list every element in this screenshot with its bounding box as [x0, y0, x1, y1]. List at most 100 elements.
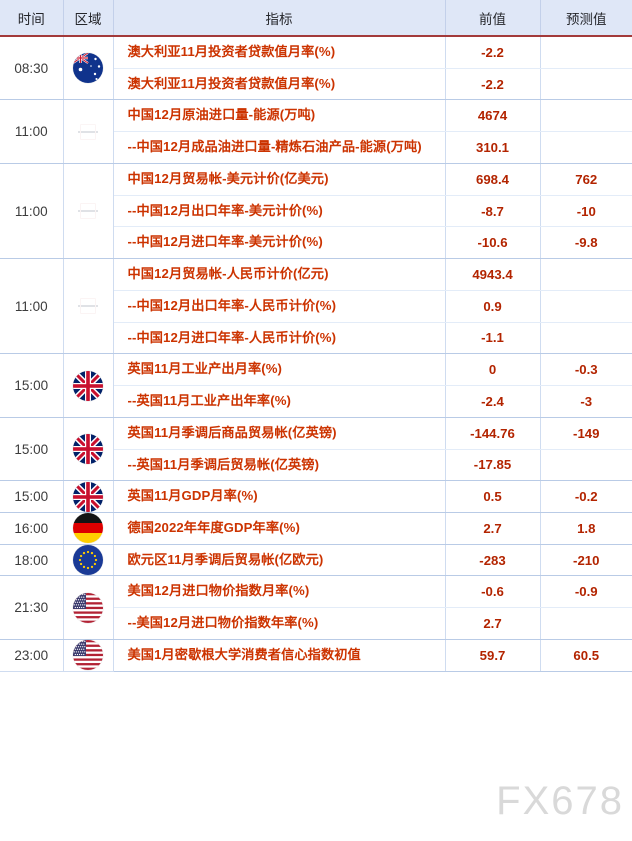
indicator-name[interactable]: 澳大利亚11月投资者贷款值月率(%): [113, 36, 446, 69]
indicator-name[interactable]: 美国12月进口物价指数月率(%): [113, 575, 446, 609]
forecast-value: 762: [540, 163, 632, 196]
column-header-indicator[interactable]: 指标: [113, 0, 446, 37]
table-row[interactable]: 11:00 中国12月贸易帐-人民币计价(亿元) 4943.4: [0, 258, 632, 355]
table-row[interactable]: --英国11月工业产出年率(%) -2.4 -3: [0, 385, 632, 418]
forecast-value: -9.8: [540, 226, 632, 260]
forecast-value: [540, 131, 632, 164]
forecast-value: [540, 449, 632, 482]
table-row[interactable]: 澳大利亚11月投资者贷款值月率(%) -2.2: [0, 68, 632, 101]
previous-value: -0.6: [445, 575, 541, 609]
table-row[interactable]: 16:00 德国2022年年度GDP年率(%) 2.7 1.8: [0, 512, 632, 545]
table-row[interactable]: 15:00 英国11月季调后商品贸易帐(亿英镑) -144.76 -149: [0, 417, 632, 482]
forecast-value: [540, 99, 632, 133]
table-row[interactable]: --中国12月出口年率-美元计价(%) -8.7 -10: [0, 195, 632, 228]
forecast-value: -0.3: [540, 353, 632, 387]
column-header-time[interactable]: 时间: [0, 0, 64, 37]
forecast-value: 60.5: [540, 639, 632, 672]
previous-value: -1.1: [445, 322, 541, 355]
region-flag-cell: [63, 575, 114, 640]
indicator-name[interactable]: 德国2022年年度GDP年率(%): [113, 512, 446, 545]
previous-value: 2.7: [445, 512, 541, 545]
event-time: 15:00: [0, 480, 64, 514]
broken-image-icon: [75, 295, 101, 317]
table-row[interactable]: --中国12月出口年率-人民币计价(%) 0.9: [0, 290, 632, 323]
table-row[interactable]: --美国12月进口物价指数年率(%) 2.7: [0, 607, 632, 640]
forecast-value: [540, 290, 632, 323]
indicator-name[interactable]: --中国12月出口年率-美元计价(%): [113, 195, 446, 228]
event-time: 15:00: [0, 353, 64, 418]
table-row[interactable]: 11:00 中国12月贸易帐-美元计价(亿美元) 698.4 762: [0, 163, 632, 260]
previous-value: -2.4: [445, 385, 541, 418]
region-flag-cell: [63, 480, 114, 514]
forecast-value: [540, 36, 632, 69]
previous-value: 310.1: [445, 131, 541, 164]
indicator-name[interactable]: 英国11月GDP月率(%): [113, 480, 446, 514]
column-header-forecast[interactable]: 预测值: [540, 0, 632, 37]
previous-value: -8.7: [445, 195, 541, 228]
indicator-name[interactable]: 中国12月贸易帐-人民币计价(亿元): [113, 258, 446, 291]
event-time: 11:00: [0, 99, 64, 164]
table-row[interactable]: 15:00 英国11月GDP月率(%) 0.5 -0.2: [0, 480, 632, 514]
forecast-value: -0.2: [540, 480, 632, 514]
event-time: 11:00: [0, 163, 64, 260]
table-row[interactable]: --中国12月进口年率-人民币计价(%) -1.1: [0, 322, 632, 355]
indicator-name[interactable]: --中国12月进口年率-人民币计价(%): [113, 322, 446, 355]
column-header-region[interactable]: 区域: [63, 0, 114, 37]
indicator-name[interactable]: 澳大利亚11月投资者贷款值月率(%): [113, 68, 446, 101]
previous-value: 4674: [445, 99, 541, 133]
forecast-value: 1.8: [540, 512, 632, 545]
event-time: 21:30: [0, 575, 64, 640]
indicator-name[interactable]: --英国11月工业产出年率(%): [113, 385, 446, 418]
table-row[interactable]: 15:00 英国11月工业产出月率(%) 0 -0.3: [0, 353, 632, 418]
uk-flag-icon: [73, 481, 103, 512]
forecast-value: [540, 68, 632, 101]
previous-value: -17.85: [445, 449, 541, 482]
event-time: 16:00: [0, 512, 64, 545]
table-row[interactable]: --英国11月季调后贸易帐(亿英镑) -17.85: [0, 449, 632, 482]
forecast-value: -0.9: [540, 575, 632, 609]
region-flag-cell: [63, 639, 114, 672]
indicator-name[interactable]: --美国12月进口物价指数年率(%): [113, 607, 446, 640]
indicator-name[interactable]: 美国1月密歇根大学消费者信心指数初值: [113, 639, 446, 672]
table-row[interactable]: --中国12月进口年率-美元计价(%) -10.6 -9.8: [0, 226, 632, 260]
table-row[interactable]: --中国12月成品油进口量-精炼石油产品-能源(万吨) 310.1: [0, 131, 632, 164]
eu-flag-icon: [73, 545, 103, 576]
table-row[interactable]: 11:00 中国12月原油进口量-能源(万吨) 4674: [0, 99, 632, 164]
forecast-value: -149: [540, 417, 632, 450]
table-row[interactable]: 23:00 美国1月密歇根大学消费者信心指数初值 59.7 60.5: [0, 639, 632, 672]
usa-flag-icon: [73, 592, 103, 623]
column-header-previous[interactable]: 前值: [445, 0, 541, 37]
economic-calendar-table: 时间 区域 指标 前值 预测值 08:30: [0, 0, 632, 672]
indicator-name[interactable]: --中国12月进口年率-美元计价(%): [113, 226, 446, 260]
broken-image-icon: [75, 121, 101, 143]
table-body: 08:30 澳大利亚11月投资者贷款值月率(%) -2.2 澳大利亚11月投资者贷款…: [0, 36, 632, 672]
usa-flag-icon: [73, 640, 103, 671]
indicator-name[interactable]: 英国11月季调后商品贸易帐(亿英镑): [113, 417, 446, 450]
indicator-name[interactable]: --中国12月成品油进口量-精炼石油产品-能源(万吨): [113, 131, 446, 164]
australia-flag-icon: [73, 53, 103, 84]
indicator-name[interactable]: 中国12月原油进口量-能源(万吨): [113, 99, 446, 133]
region-flag-cell: [63, 99, 114, 164]
region-flag-cell: [63, 36, 114, 101]
indicator-name[interactable]: 欧元区11月季调后贸易帐(亿欧元): [113, 544, 446, 577]
indicator-name[interactable]: --中国12月出口年率-人民币计价(%): [113, 290, 446, 323]
uk-flag-icon: [73, 370, 103, 401]
region-flag-cell: [63, 512, 114, 545]
previous-value: 698.4: [445, 163, 541, 196]
region-flag-cell: [63, 417, 114, 482]
forecast-value: [540, 322, 632, 355]
indicator-name[interactable]: 中国12月贸易帐-美元计价(亿美元): [113, 163, 446, 196]
table-row[interactable]: 21:30 美国12月进口物价指数月率(%) -0.6 -0.9: [0, 575, 632, 640]
region-flag-cell: [63, 258, 114, 355]
indicator-name[interactable]: 英国11月工业产出月率(%): [113, 353, 446, 387]
previous-value: 4943.4: [445, 258, 541, 291]
forecast-value: [540, 607, 632, 640]
germany-flag-icon: [73, 513, 103, 544]
indicator-name[interactable]: --英国11月季调后贸易帐(亿英镑): [113, 449, 446, 482]
table-row[interactable]: 18:00 欧元区11月季调后贸易帐(亿欧元) -283 -210: [0, 544, 632, 577]
event-time: 18:00: [0, 544, 64, 577]
forecast-value: -3: [540, 385, 632, 418]
previous-value: 59.7: [445, 639, 541, 672]
table-row[interactable]: 08:30 澳大利亚11月投资者贷款值月率(%) -2.2: [0, 36, 632, 101]
